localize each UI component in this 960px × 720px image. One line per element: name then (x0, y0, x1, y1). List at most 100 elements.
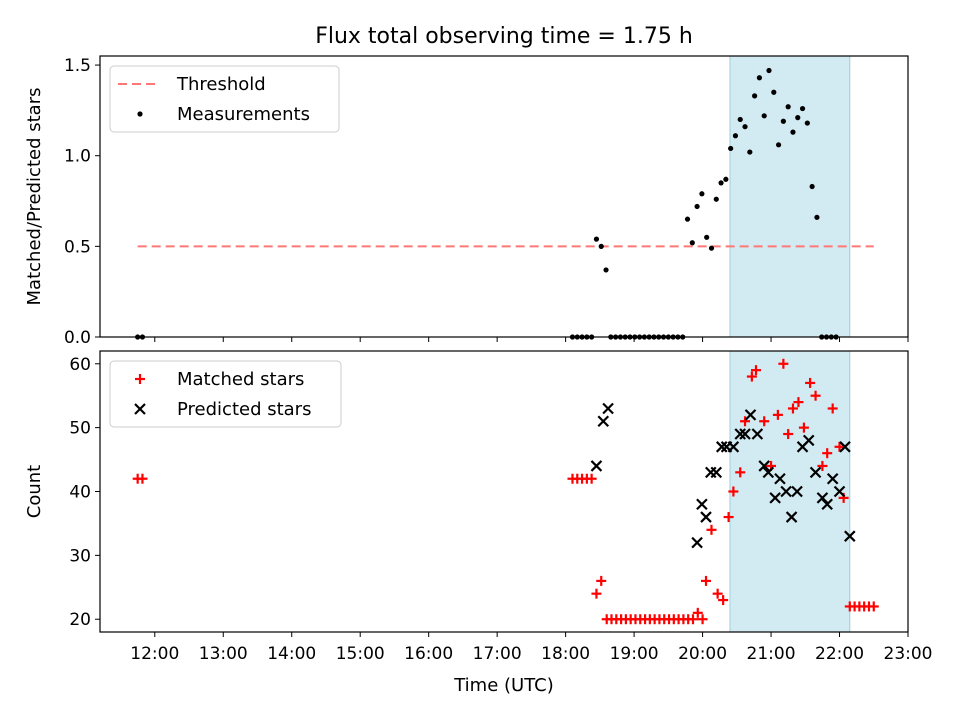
data-point (751, 428, 764, 440)
data-point (799, 105, 806, 112)
data-point (687, 614, 698, 625)
data-point (758, 460, 770, 472)
data-point-b (785, 511, 798, 523)
data-point (774, 472, 786, 485)
data-point (785, 104, 791, 110)
data-point (809, 466, 822, 479)
data-point (740, 416, 751, 427)
data-point (732, 133, 739, 139)
data-point (775, 142, 782, 148)
y-tick-label: 0.0 (64, 328, 91, 348)
data-point (706, 524, 717, 535)
data-point (596, 575, 607, 586)
data-point (790, 129, 796, 135)
legend-box (109, 360, 342, 428)
data-point (778, 358, 789, 369)
data-point (704, 234, 710, 240)
data-point (795, 115, 801, 121)
observing-span (729, 350, 851, 633)
series-predicted-stars (590, 402, 856, 549)
axes-frame (99, 55, 909, 338)
data-point (804, 120, 810, 126)
bottom-panel: 20 30 40 50 60 12:00 13:00 14:00 15:00 16:00 17:00… (24, 350, 933, 664)
data-point (708, 245, 715, 251)
data-point-b (774, 472, 786, 485)
data-point (833, 485, 846, 498)
legend-label: Matched stars (177, 369, 304, 390)
data-point (710, 466, 723, 479)
data-point (756, 75, 763, 81)
x-tick-label: 21:00 (747, 644, 796, 664)
chart-title: Flux total observing time = 1.75 h (315, 24, 693, 49)
data-point (593, 236, 600, 242)
data-point-b (769, 492, 781, 504)
data-point (689, 240, 695, 246)
y-tick-label: 20 (69, 610, 91, 630)
legend: Matched stars Predicted stars (109, 360, 342, 428)
data-point (728, 486, 739, 497)
data-point (700, 511, 712, 523)
data-point (826, 472, 839, 485)
data-point (603, 267, 609, 273)
data-point (697, 614, 708, 625)
data-point (772, 409, 783, 420)
data-point (816, 492, 829, 504)
y-tick-label: 1.0 (64, 147, 91, 167)
x-tick-label: 12:00 (130, 644, 179, 664)
x-tick-label: 14:00 (267, 644, 316, 664)
data-point (805, 377, 816, 388)
x-axis-label: Time (UTC) (453, 675, 554, 696)
y-tick-label: 50 (69, 419, 91, 439)
data-point (691, 536, 703, 549)
data-point (769, 492, 781, 504)
legend-swatch (135, 374, 145, 384)
data-point-b (590, 460, 603, 472)
x-tick-label: 20:00 (678, 644, 727, 664)
x-tick-label: 18:00 (541, 644, 590, 664)
data-point (787, 403, 798, 414)
data-point-b (602, 402, 614, 415)
data-point (802, 434, 815, 447)
data-point (718, 180, 724, 186)
legend-swatch (137, 111, 143, 117)
data-point (785, 511, 798, 523)
data-point (839, 441, 851, 453)
data-point-b (802, 434, 815, 447)
data-point (821, 498, 833, 511)
data-point (752, 93, 758, 99)
data-point (712, 588, 723, 599)
data-point (791, 485, 803, 498)
data-point-b (758, 460, 770, 472)
y-axis-label: Matched/Predicted stars (24, 88, 45, 306)
data-point (759, 416, 770, 427)
data-point-b (744, 409, 757, 421)
data-point (810, 390, 821, 401)
legend-label: Measurements (177, 104, 310, 125)
data-point (699, 191, 705, 197)
data-point (715, 441, 728, 453)
data-point (771, 89, 777, 95)
data-point-b (739, 428, 751, 440)
data-point (597, 415, 610, 428)
data-point-b (751, 428, 764, 440)
data-point-b (809, 466, 822, 479)
data-point (591, 588, 602, 599)
data-point (137, 473, 148, 484)
data-point-b (826, 472, 839, 485)
data-point-b (710, 466, 723, 479)
data-point (735, 467, 746, 478)
data-point (602, 402, 614, 415)
top-panel: 0.0 0.5 1.0 1.5 Matched/Predicted stars Thres… (24, 55, 909, 348)
data-point (780, 485, 792, 498)
data-point (586, 473, 597, 484)
data-point-b (691, 536, 703, 549)
data-point-b (844, 530, 856, 542)
data-point (713, 196, 719, 202)
data-point (747, 149, 753, 155)
data-point (783, 429, 794, 440)
data-point (746, 371, 757, 382)
data-point-b (696, 498, 708, 511)
x-tick-label: 23:00 (884, 644, 933, 664)
y-tick-label: 30 (69, 546, 91, 566)
data-point-b (715, 441, 728, 453)
